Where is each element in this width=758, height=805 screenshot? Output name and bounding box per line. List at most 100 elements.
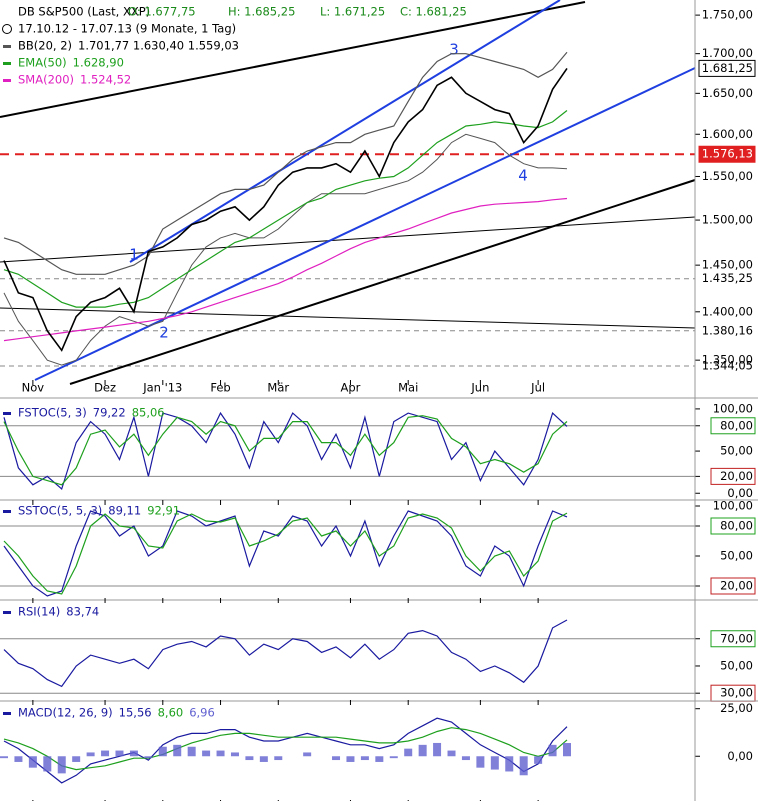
y-tick-label: 50,00	[720, 549, 753, 563]
y-tick-label: 1.750,00	[702, 8, 753, 22]
y-tick-label: 1.600,00	[702, 127, 753, 141]
histogram-bar	[534, 756, 543, 764]
legend-value: 15,56	[119, 706, 152, 720]
y-tick-label: 1.350,00	[702, 353, 753, 367]
legend-value: 1.701,77 1.630,40 1.559,03	[78, 39, 239, 53]
wave-labels: 1 2 3 4	[129, 41, 528, 342]
level-box	[710, 467, 756, 485]
panel-title: SSTOC(5, 5, 3)	[18, 504, 102, 518]
y-tick-label: 1.650,00	[702, 86, 753, 100]
series-line	[3, 415, 568, 486]
y-tick-label: 30,00	[720, 686, 753, 700]
histogram-bar	[433, 742, 442, 757]
subtitle: 17.10.12 - 17.07.13 (9 Monate, 1 Tag)	[18, 22, 236, 36]
level-box	[710, 417, 756, 435]
histogram-bar	[0, 756, 8, 759]
histogram-bar	[505, 756, 514, 772]
histogram-bar	[57, 756, 66, 774]
trend-line	[0, 307, 696, 329]
legend-name: BB(20, 2)	[18, 39, 72, 53]
y-tick-label: 0,00	[727, 486, 753, 500]
y-tick-label: 1.400,00	[702, 304, 753, 318]
ohlc-label: H: 1.685,25	[228, 5, 295, 19]
legend-value: 85,06	[132, 406, 165, 420]
annotation-label: 1.344,05	[702, 359, 753, 373]
series-line	[3, 619, 568, 688]
ohlc-label: O: 1.677,75	[128, 5, 196, 19]
value-box	[698, 145, 756, 163]
histogram-bar	[144, 756, 153, 759]
y-tick-label: 80,00	[720, 519, 753, 533]
legend-swatch	[3, 510, 11, 513]
y-tick-label: 20,00	[720, 469, 753, 483]
histogram-bar	[86, 752, 95, 757]
y-tick-label: 20,00	[720, 579, 753, 593]
histogram-bar	[187, 746, 196, 757]
panel: 100,00 80,00 50,00 20,00	[0, 499, 756, 595]
ohlc-label: L: 1.671,25	[320, 5, 385, 19]
legend-swatch	[3, 611, 11, 614]
annotation-label: 1.576,13	[702, 147, 753, 161]
legend-value: 79,22	[93, 406, 126, 420]
legend-value: 89,11	[108, 504, 141, 518]
series-line	[3, 510, 568, 597]
panel: 1.750,00 1.700,00 1.650,00 1.600,00 1.550,00…	[0, 8, 756, 373]
x-tick-label: Mai	[398, 381, 418, 395]
panel: 70,00 50,00 30,00	[0, 630, 756, 702]
histogram-bar	[447, 750, 456, 757]
series-line	[3, 717, 568, 784]
annotation-label: 1.681,25	[702, 61, 753, 75]
histogram-bar	[129, 750, 138, 757]
series-line	[3, 411, 568, 491]
series-line	[3, 110, 568, 308]
y-tick-label: 50,00	[720, 658, 753, 672]
legend-swatch	[3, 712, 11, 715]
histogram-bar	[72, 756, 81, 762]
annotation-label: 1.435,25	[702, 271, 753, 285]
histogram-bar	[230, 752, 239, 757]
chart-title: DB S&P500 (Last, XXP)	[18, 5, 150, 19]
legend-swatch	[3, 79, 11, 82]
legend-value: 1.628,90	[73, 56, 124, 70]
histogram-bar	[476, 756, 485, 768]
trend-line	[0, 216, 696, 263]
y-tick-label: 50,00	[720, 444, 753, 458]
y-tick-label: 1.700,00	[702, 46, 753, 60]
legend-value: 6,96	[189, 706, 215, 720]
histogram-bar	[216, 750, 225, 757]
histogram-bar	[158, 746, 167, 757]
level-box	[710, 577, 756, 595]
histogram-bar	[202, 750, 211, 757]
legend-name: EMA(50)	[18, 56, 67, 70]
legend-value: 8,60	[158, 706, 184, 720]
x-tick-label: Jan '13	[142, 381, 182, 395]
wave-label: 1	[129, 246, 139, 264]
legend-value: 1.524,52	[80, 73, 131, 87]
histogram-bar	[274, 756, 283, 761]
series-line	[3, 727, 568, 771]
series-line	[3, 197, 568, 342]
channel-line	[34, 67, 696, 381]
x-tick-label: Jul	[530, 381, 545, 395]
series-line	[3, 67, 568, 352]
histogram-bar	[519, 756, 528, 776]
panel-title: RSI(14)	[18, 605, 60, 619]
y-tick-label: 100,00	[713, 499, 753, 513]
panel-title: FSTOC(5, 3)	[18, 406, 87, 420]
x-tick-label: Feb	[210, 381, 230, 395]
x-tick-label: Nov	[22, 381, 45, 395]
histogram-bar	[303, 752, 312, 757]
histogram-bar	[245, 756, 254, 761]
histogram-bar	[173, 744, 182, 757]
x-tick-label: Apr	[341, 381, 361, 395]
legend-swatch	[3, 45, 11, 48]
level-box	[710, 630, 756, 648]
wave-label: 4	[518, 167, 528, 185]
x-tick-label: Mär	[267, 381, 289, 395]
y-tick-label: 1.450,00	[702, 258, 753, 272]
ohlc-label: C: 1.681,25	[400, 5, 467, 19]
level-box	[710, 517, 756, 535]
panel: 25,00 0,00	[695, 701, 753, 763]
histogram-bar	[563, 743, 571, 757]
